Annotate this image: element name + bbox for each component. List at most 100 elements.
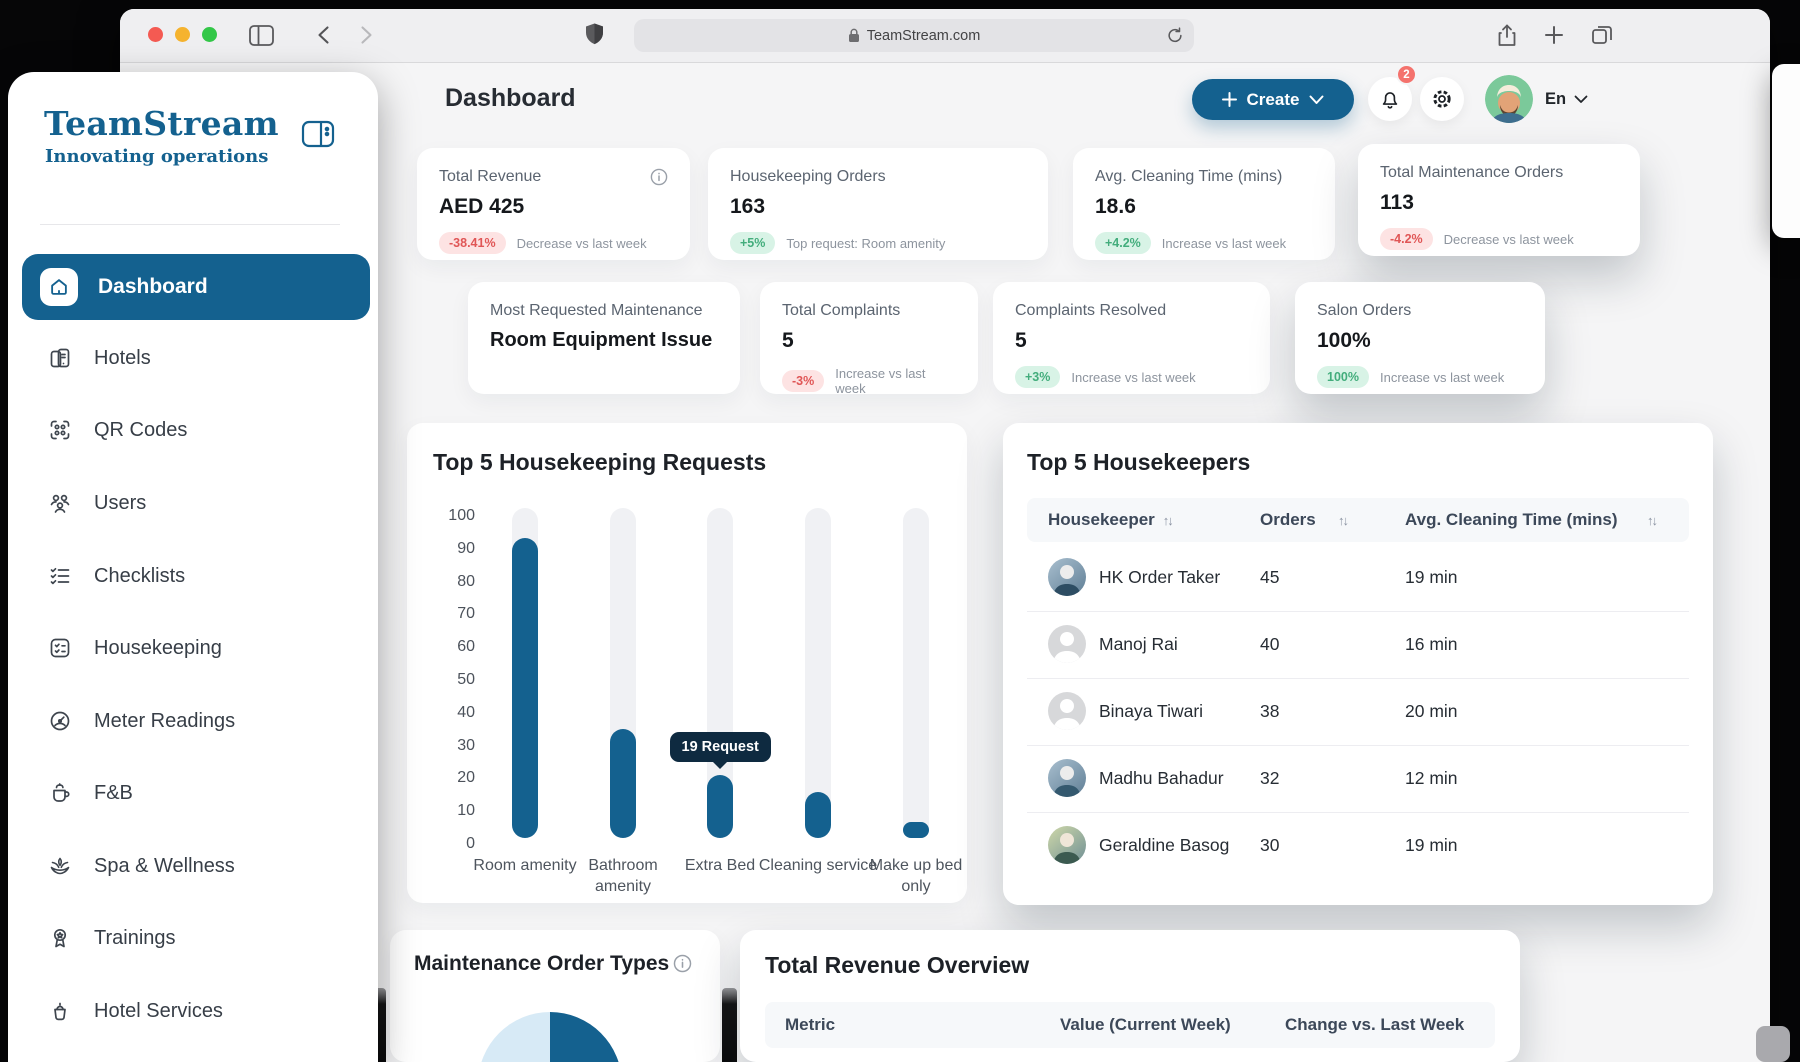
window-close-button[interactable]	[148, 27, 163, 42]
table-row[interactable]: Madhu Bahadur 32 12 min	[1048, 759, 1689, 797]
bar-bathroom-amenity[interactable]	[610, 729, 636, 838]
background-card-edge	[1772, 64, 1800, 238]
create-button-label: Create	[1246, 89, 1300, 109]
chart-tooltip: 19 Request	[669, 732, 771, 770]
share-icon[interactable]	[1496, 22, 1518, 48]
avg-time-value: 19 min	[1405, 834, 1458, 855]
total-revenue-overview-card: Total Revenue Overview Metric Value (Cur…	[740, 930, 1520, 1062]
table-row[interactable]: Manoj Rai 40 16 min	[1048, 625, 1689, 663]
service-bell-icon	[48, 999, 72, 1023]
kpi-value: 5	[1015, 329, 1027, 352]
sidebar-item-label: Housekeeping	[94, 636, 222, 659]
sidebar-item-label: Hotel Services	[94, 999, 223, 1022]
home-icon	[40, 268, 78, 306]
kpi-caption: Decrease vs last week	[516, 235, 647, 251]
new-tab-plus-icon[interactable]	[1544, 25, 1564, 45]
settings-button[interactable]	[1420, 77, 1464, 121]
bar-make-up-bed-only[interactable]	[903, 821, 929, 838]
sidebar-item-housekeeping[interactable]: Housekeeping	[8, 620, 370, 676]
chevron-down-icon	[1309, 95, 1324, 105]
housekeeper-name: Geraldine Basog	[1099, 834, 1230, 855]
phone-frame-edge	[722, 988, 737, 1062]
user-avatar[interactable]	[1485, 75, 1533, 123]
housekeeping-requests-card: Top 5 Housekeeping Requests 100 90 80 70 60 5…	[407, 423, 967, 903]
kpi-card-total-maintenance-orders: Total Maintenance Orders 113 -4.2% Decre…	[1358, 144, 1640, 256]
toolbar-sidebar-toggle-icon[interactable]	[248, 23, 275, 48]
bar-cleaning-service[interactable]	[805, 791, 831, 838]
sidebar-item-qr-codes[interactable]: QR Codes	[8, 402, 370, 458]
page-title: Dashboard	[445, 84, 576, 112]
sidebar-item-label: Trainings	[94, 926, 176, 949]
medal-icon	[48, 926, 72, 950]
sort-icon[interactable]: ↑↓	[1338, 512, 1349, 528]
table-row[interactable]: HK Order Taker 45 19 min	[1048, 558, 1689, 596]
kpi-value: Room Equipment Issue	[490, 329, 713, 351]
refresh-icon[interactable]	[1166, 26, 1184, 45]
sidebar-item-meter-readings[interactable]: Meter Readings	[8, 693, 370, 749]
maintenance-order-types-card: Maintenance Order Types	[390, 930, 720, 1062]
bar-extra-bed[interactable]	[707, 775, 733, 838]
change-badge: -3%	[782, 370, 825, 392]
orders-value: 45	[1260, 566, 1280, 587]
orders-value: 40	[1260, 633, 1280, 654]
kpi-card-total-revenue: Total Revenue AED 425 -38.41% Decrease v…	[417, 148, 690, 260]
sort-icon[interactable]: ↑↓	[1647, 512, 1658, 528]
bar-room-amenity[interactable]	[512, 537, 538, 838]
change-badge: 100%	[1317, 366, 1369, 388]
avatar	[1048, 692, 1086, 730]
orders-value: 30	[1260, 834, 1280, 855]
bar-track	[903, 508, 929, 838]
table-row[interactable]: Geraldine Basog 30 19 min	[1048, 826, 1689, 864]
sidebar-item-hotels[interactable]: Hotels	[8, 330, 370, 386]
tab-overview-icon[interactable]	[1590, 23, 1614, 47]
x-axis-label: Bathroom amenity	[588, 857, 658, 895]
plus-icon	[1221, 92, 1237, 107]
sidebar-item-fb[interactable]: F&B	[8, 765, 370, 821]
sidebar-item-label: QR Codes	[94, 418, 188, 441]
sidebar-item-dashboard[interactable]: Dashboard	[22, 254, 370, 320]
kpi-value: AED 425	[439, 195, 525, 218]
meter-icon	[48, 709, 72, 733]
sidebar-collapse-icon[interactable]	[300, 118, 336, 150]
kpi-caption: Increase vs last week	[835, 366, 926, 396]
kpi-title: Total Revenue	[439, 168, 542, 185]
language-selector[interactable]: En	[1545, 90, 1588, 109]
table-row[interactable]: Binaya Tiwari 38 20 min	[1048, 692, 1689, 730]
y-axis-tick: 50	[457, 671, 475, 688]
x-axis-label: Room amenity	[473, 857, 577, 874]
revenue-header-row: Metric Value (Current Week) Change vs. L…	[765, 1002, 1495, 1048]
sidebar-item-spa-wellness[interactable]: Spa & Wellness	[8, 838, 370, 894]
privacy-shield-icon[interactable]	[584, 22, 605, 47]
scroll-thumb[interactable]	[1756, 1026, 1790, 1062]
sidebar-item-checklists[interactable]: Checklists	[8, 548, 370, 604]
sidebar-divider	[40, 224, 340, 225]
sidebar-item-label: Hotels	[94, 346, 151, 369]
avg-time-value: 16 min	[1405, 633, 1458, 654]
url-text: TeamStream.com	[866, 27, 981, 44]
avatar	[1048, 826, 1086, 864]
bell-icon	[1379, 87, 1401, 111]
window-zoom-button[interactable]	[202, 27, 217, 42]
bar-chart: 100 90 80 70 60 50 40 30 20 10 0 Room amenity Bathro…	[407, 423, 967, 903]
kpi-value: 18.6	[1095, 195, 1136, 218]
column-header-avg-time: Avg. Cleaning Time (mins)	[1405, 510, 1618, 529]
sidebar-item-label: Dashboard	[98, 275, 208, 298]
sidebar-item-trainings[interactable]: Trainings	[8, 910, 370, 966]
food-beverage-icon	[48, 781, 72, 805]
info-icon[interactable]	[673, 954, 692, 973]
housekeeper-name: Manoj Rai	[1099, 633, 1178, 654]
info-icon[interactable]	[650, 168, 668, 186]
address-bar[interactable]: TeamStream.com	[634, 19, 1194, 52]
bar-track	[805, 508, 831, 838]
sidebar-item-hotel-services[interactable]: Hotel Services	[8, 983, 370, 1039]
forward-button-icon[interactable]	[356, 24, 376, 46]
kpi-caption: Top request: Room amenity	[786, 235, 946, 251]
sort-icon[interactable]: ↑↓	[1162, 512, 1174, 528]
sidebar	[8, 72, 378, 1062]
create-button[interactable]: Create	[1192, 79, 1354, 120]
back-button-icon[interactable]	[314, 24, 334, 46]
orders-value: 32	[1260, 767, 1280, 788]
window-minimize-button[interactable]	[175, 27, 190, 42]
sidebar-item-users[interactable]: Users	[8, 475, 370, 531]
